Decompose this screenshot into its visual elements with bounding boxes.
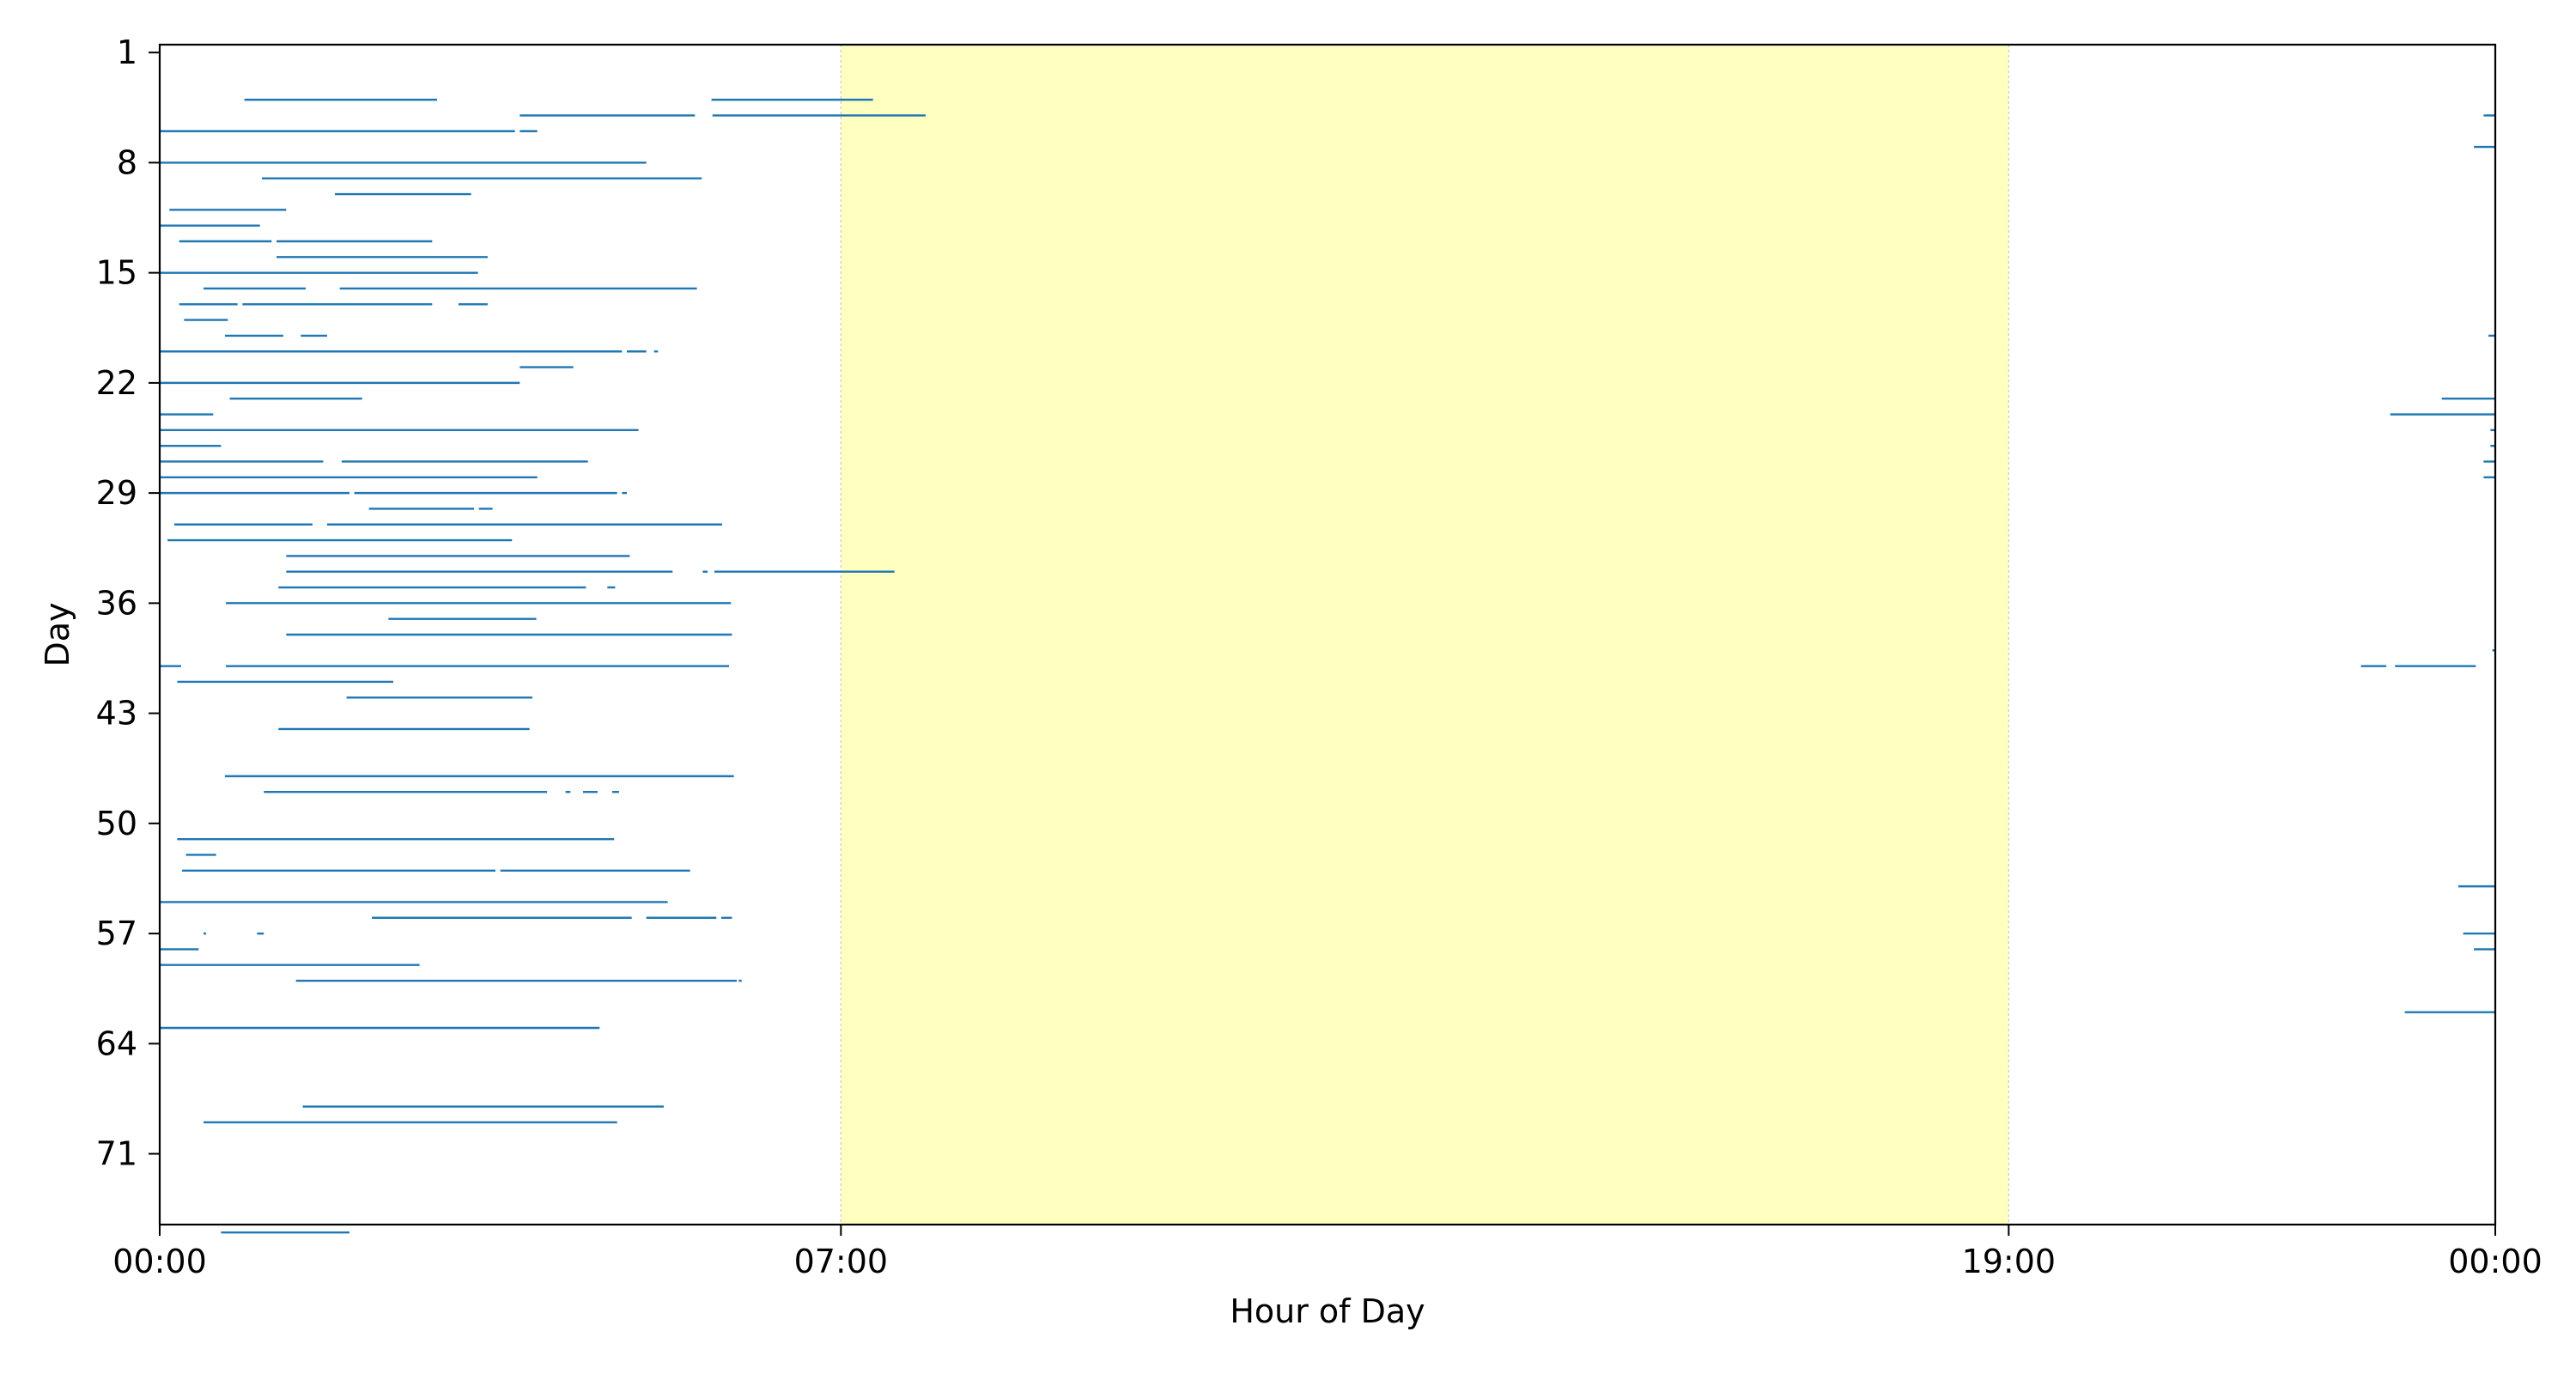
y-tick-label: 57: [96, 915, 137, 952]
y-tick-label: 43: [96, 695, 137, 733]
daytime-shaded-band: [841, 45, 2009, 1225]
x-tick-label: 00:00: [112, 1243, 207, 1280]
x-axis-label: Hour of Day: [1230, 1292, 1425, 1330]
y-tick-label: 71: [96, 1135, 137, 1173]
y-tick-label: 22: [96, 364, 137, 402]
y-tick-label: 1: [117, 33, 137, 71]
y-axis-label: Day: [39, 602, 76, 666]
x-tick-label: 19:00: [1962, 1243, 2057, 1280]
plot-frame: [158, 43, 2497, 1226]
x-tick-label: 00:00: [2448, 1243, 2543, 1280]
y-tick-label: 50: [96, 805, 137, 842]
y-tick-label: 8: [117, 143, 137, 181]
y-tick-label: 36: [96, 584, 137, 622]
x-tick-label: 07:00: [794, 1243, 889, 1280]
y-tick-label: 64: [96, 1024, 137, 1062]
y-tick-label: 29: [96, 474, 137, 512]
y-tick-label: 15: [96, 254, 137, 292]
